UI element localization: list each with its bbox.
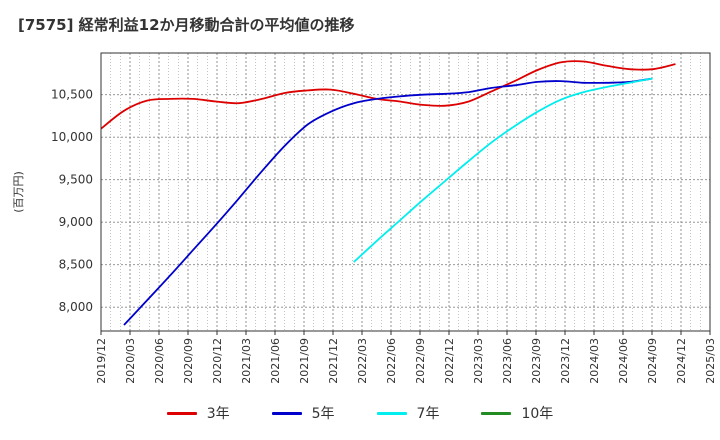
plot-frame [100, 52, 711, 332]
x-tick-label: 2024/03 [588, 338, 601, 384]
legend-item-0: 3年 [166, 403, 230, 423]
chart-title: [7575] 経常利益12か月移動合計の平均値の推移 [18, 16, 355, 34]
x-tick-label: 2024/12 [675, 338, 688, 384]
x-tick-label: 2023/09 [530, 338, 543, 384]
x-tick-label: 2024/09 [646, 338, 659, 384]
x-tick-label: 2020/06 [153, 338, 166, 384]
x-tick-label: 2023/03 [472, 338, 485, 384]
series-line-0 [100, 60, 676, 130]
x-tick-label: 2020/03 [124, 338, 137, 384]
series-line-1 [123, 77, 653, 326]
legend-swatch [271, 411, 302, 415]
x-tick-label: 2022/09 [414, 338, 427, 384]
legend-label: 3年 [206, 406, 230, 422]
x-tick-label: 2021/03 [240, 338, 253, 384]
legend-label: 7年 [416, 406, 440, 422]
x-tick-label: 2020/09 [182, 338, 195, 384]
axis-layer: 8,000 8,500 9,000 9,500 10,000 10,500 2019/12 2… [12, 52, 717, 384]
x-tick-label: 2023/12 [559, 338, 572, 384]
y-tick-label: 9,500 [59, 173, 93, 187]
chart-svg: 8,000 8,500 9,000 9,500 10,000 10,500 2019/12 2… [12, 52, 717, 384]
x-tick-label: 2023/06 [501, 338, 514, 384]
y-tick-label: 9,000 [59, 215, 93, 229]
legend-item-1: 5年 [271, 403, 335, 423]
x-tick-label: 2021/06 [269, 338, 282, 384]
legend-swatch [481, 411, 512, 415]
x-tick-label: 2022/06 [385, 338, 398, 384]
x-tick-label: 2021/12 [327, 338, 340, 384]
series-line-2 [353, 77, 653, 263]
legend-swatch [166, 411, 197, 415]
y-tick-label: 10,000 [51, 130, 93, 144]
x-tick-label: 2019/12 [95, 338, 108, 384]
series-layer [100, 60, 676, 326]
legend-label: 10年 [521, 406, 554, 422]
x-tick-label: 2020/12 [211, 338, 224, 384]
y-tick-label: 8,000 [59, 300, 93, 314]
x-tick-label: 2022/03 [356, 338, 369, 384]
y-axis-title: (百万円) [12, 171, 25, 213]
legend-label: 5年 [311, 406, 335, 422]
legend: 3年 5年 7年 10年 [0, 403, 720, 423]
x-tick-label: 2025/03 [704, 338, 717, 384]
y-tick-label: 8,500 [59, 258, 93, 272]
y-tick-label: 10,500 [51, 88, 93, 102]
grid-layer [101, 53, 710, 331]
x-tick-label: 2024/06 [617, 338, 630, 384]
legend-item-3: 10年 [481, 403, 553, 423]
x-tick-label: 2021/09 [298, 338, 311, 384]
legend-item-2: 7年 [376, 403, 440, 423]
x-tick-label: 2022/12 [443, 338, 456, 384]
legend-swatch [376, 411, 407, 415]
